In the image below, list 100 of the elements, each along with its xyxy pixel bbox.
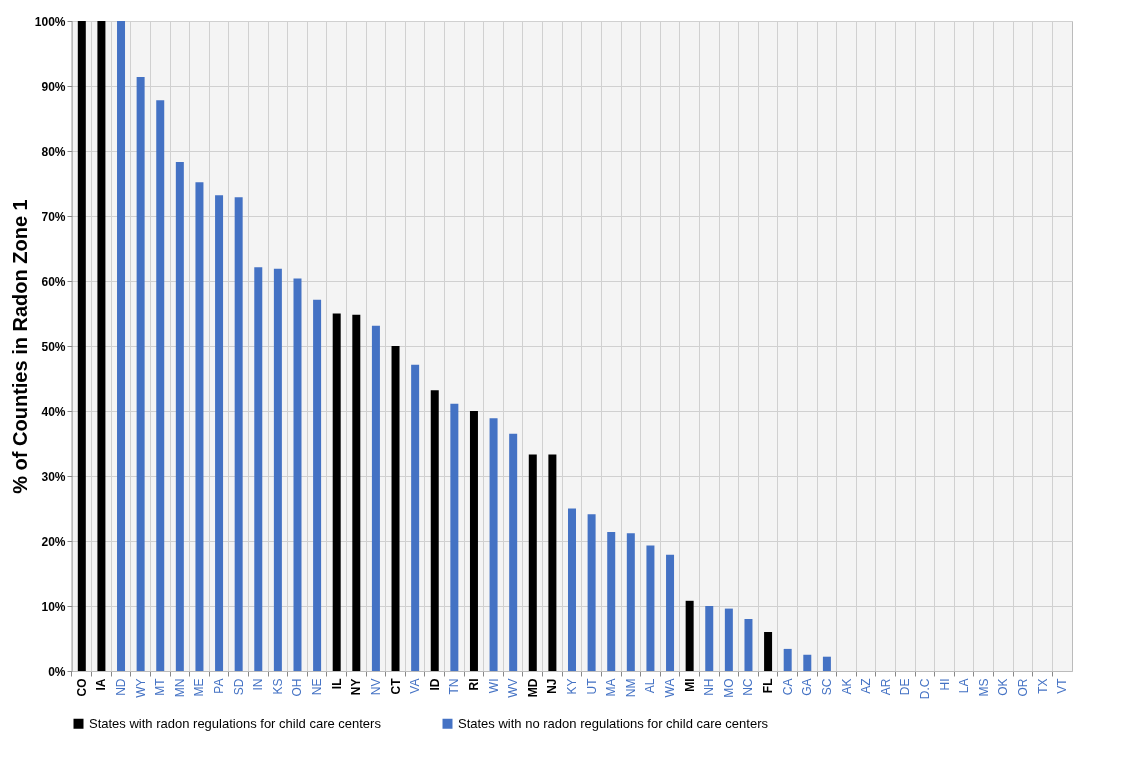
bar: [77, 21, 86, 671]
x-tick-label: VA: [408, 678, 423, 694]
x-tick-label: IN: [251, 678, 266, 691]
x-tick-label: AL: [643, 678, 658, 694]
bar: [332, 313, 341, 671]
x-tick-label: MA: [604, 678, 619, 697]
y-tick-label: 0%: [48, 664, 66, 679]
bar: [175, 162, 184, 671]
x-tick-label: SD: [231, 678, 246, 696]
bar: [764, 632, 773, 671]
x-tick-label: MT: [153, 677, 168, 696]
bar: [273, 268, 282, 671]
x-tick-label: UT: [584, 677, 599, 695]
bar: [724, 608, 733, 671]
bar: [489, 418, 498, 671]
x-tick-label: NV: [368, 678, 383, 696]
x-tick-label: TX: [1035, 678, 1050, 694]
y-tick-label: 10%: [41, 599, 66, 614]
x-tick-label: CA: [780, 678, 795, 696]
bar: [430, 390, 439, 671]
y-tick-label: 30%: [41, 469, 66, 484]
bar: [371, 325, 380, 671]
bar: [528, 454, 537, 671]
x-tick-label: IL: [329, 678, 344, 690]
bar: [607, 531, 616, 671]
x-tick-label: AZ: [859, 678, 874, 694]
x-tick-label: ID: [427, 678, 442, 691]
y-tick-label: 70%: [41, 209, 66, 224]
bar: [568, 508, 576, 671]
y-tick-label: 40%: [41, 404, 66, 419]
bar: [117, 21, 126, 671]
x-tick-label: MD: [525, 678, 540, 698]
x-tick-label: TN: [447, 678, 462, 695]
x-tick-label: D.C: [917, 678, 932, 700]
x-tick-label: NC: [741, 678, 756, 696]
x-tick-label: AR: [878, 678, 893, 696]
bar: [509, 433, 518, 671]
x-tick-label: NH: [702, 678, 717, 696]
bar: [646, 545, 655, 671]
x-tick-label: FL: [761, 678, 776, 694]
x-tick-label: NJ: [545, 678, 560, 694]
x-tick-label: SC: [819, 678, 834, 696]
x-tick-label: DE: [898, 678, 913, 696]
x-tick-label: KS: [270, 678, 285, 695]
bar: [293, 278, 302, 671]
bar: [391, 346, 400, 671]
x-tick-label: HI: [937, 678, 952, 691]
x-tick-label: PA: [212, 678, 227, 694]
x-tick-label: WY: [133, 678, 148, 698]
x-tick-label: GA: [800, 678, 815, 696]
bar: [450, 403, 459, 671]
bar: [411, 364, 420, 671]
y-tick-label: 100%: [34, 14, 66, 29]
bar: [156, 100, 165, 671]
x-tick-label: MO: [721, 678, 736, 698]
bar: [234, 197, 243, 671]
x-tick-label: LA: [957, 678, 972, 694]
y-tick-label: 80%: [41, 144, 66, 159]
x-tick-label: CO: [74, 678, 89, 697]
bar: [587, 514, 596, 671]
x-tick-label: MN: [172, 678, 187, 698]
x-tick-label: KY: [565, 678, 579, 695]
x-tick-label: NY: [349, 678, 364, 696]
legend-label: States with no radon regulations for child care centers: [458, 715, 769, 731]
x-tick-label: WI: [486, 678, 501, 694]
bar: [254, 267, 263, 671]
legend-label: States with radon regulations for child care centers: [89, 715, 382, 731]
bar: [685, 600, 694, 671]
y-axis-title: % of Counties in Radon Zone 1: [8, 199, 31, 494]
x-tick-label: OH: [290, 678, 305, 697]
y-tick-label: 60%: [41, 274, 66, 289]
bar: [744, 619, 753, 671]
bar: [195, 182, 204, 671]
bar: [548, 454, 557, 671]
x-tick-label: RI: [466, 678, 481, 691]
x-tick-label: AK: [839, 678, 854, 695]
x-tick-label: MS: [976, 678, 991, 697]
y-tick-label: 20%: [41, 534, 66, 549]
x-tick-label: NE: [310, 678, 325, 696]
x-tick-label: ME: [192, 678, 207, 697]
bar: [822, 656, 831, 671]
x-tick-label: VT: [1055, 677, 1070, 694]
bar: [626, 533, 635, 671]
x-tick-label: WA: [663, 678, 678, 698]
bar: [783, 648, 792, 671]
x-tick-label: OR: [1015, 678, 1030, 697]
bar: [352, 314, 361, 671]
bar: [136, 76, 145, 671]
bar: [666, 554, 675, 671]
x-tick-label: IA: [94, 678, 109, 691]
x-tick-label: ND: [114, 678, 129, 696]
x-tick-label: WV: [506, 678, 521, 698]
bar: [803, 654, 812, 671]
x-tick-label: OK: [996, 678, 1011, 696]
x-tick-label: NM: [623, 678, 638, 698]
bar: [313, 299, 322, 671]
y-tick-label: 90%: [41, 79, 66, 94]
bar: [469, 411, 478, 671]
bar: [97, 21, 106, 671]
bar: [215, 195, 224, 671]
